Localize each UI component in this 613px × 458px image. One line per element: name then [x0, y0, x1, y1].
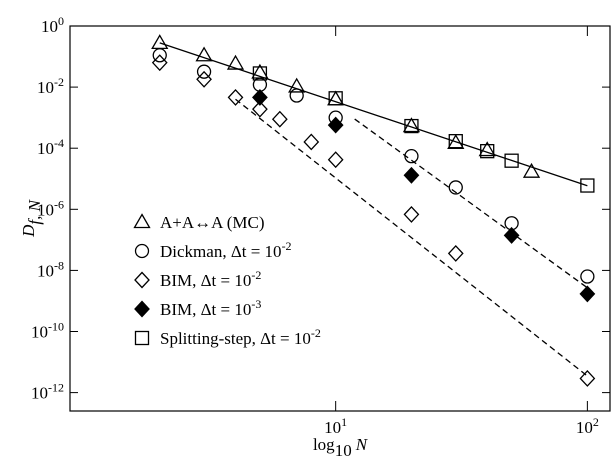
data-point	[580, 178, 595, 193]
y-tick-label: 10-10	[31, 320, 64, 342]
data-point	[580, 269, 595, 284]
data-point	[480, 144, 495, 159]
legend-label: Splitting-step, Δt = 10-2	[160, 326, 321, 348]
y-axis-label: Df, N	[19, 198, 44, 238]
data-point	[503, 226, 520, 244]
data-point	[328, 91, 343, 106]
data-point	[447, 244, 464, 262]
data-point	[252, 66, 268, 81]
data-point	[579, 370, 596, 387]
data-point	[271, 110, 288, 128]
data-point	[227, 88, 244, 106]
data-point	[151, 34, 169, 50]
legend-marker	[134, 271, 150, 289]
data-point	[448, 134, 463, 149]
y-tick-label: 10-12	[31, 381, 64, 403]
y-axis-label-part: D	[19, 224, 38, 238]
legend-label: BIM, Δt = 10-2	[160, 268, 261, 290]
y-tick-label: 10-2	[37, 75, 64, 97]
data-point	[403, 166, 420, 184]
data-point	[448, 180, 463, 195]
y-tick-label: 10-4	[37, 136, 64, 158]
y-tick-label: 10-8	[37, 258, 64, 280]
data-point	[404, 118, 419, 134]
data-point	[196, 64, 212, 79]
fit-line	[159, 42, 588, 187]
data-point	[402, 117, 421, 133]
data-point	[151, 54, 168, 72]
data-point	[303, 133, 320, 151]
x-tick-label: 102	[576, 415, 599, 437]
x-tick-label: 101	[324, 415, 347, 437]
data-point	[403, 205, 420, 223]
data-point	[327, 151, 344, 169]
x-axis-label-part: 10	[335, 441, 352, 458]
legend-marker	[134, 300, 150, 318]
data-point	[252, 100, 268, 118]
data-point	[447, 134, 465, 149]
x-axis-label-part: log	[313, 435, 335, 454]
data-point	[226, 54, 245, 70]
data-point	[327, 116, 344, 134]
legend-label: BIM, Δt = 10-3	[160, 297, 261, 319]
y-tick-label: 100	[41, 14, 64, 36]
data-point	[504, 153, 519, 168]
data-point	[478, 141, 496, 157]
fit-line	[235, 98, 588, 377]
x-axis-label-part: N	[355, 435, 369, 454]
data-point	[579, 285, 596, 303]
fit-line	[354, 118, 588, 289]
legend-marker	[134, 330, 150, 346]
data-point	[404, 148, 419, 164]
legend-label: A+A↔A (MC)	[160, 213, 265, 232]
y-axis-label-part: f, N	[25, 198, 44, 224]
data-point	[522, 162, 541, 178]
data-point	[289, 88, 304, 103]
data-point	[196, 70, 212, 88]
legend-label: Dickman, Δt = 10-2	[160, 239, 292, 261]
legend-marker	[134, 243, 150, 259]
data-point	[252, 88, 268, 106]
data-point	[288, 77, 306, 93]
data-point	[152, 48, 167, 63]
legend-marker	[133, 213, 151, 229]
y-tick-label: 10-6	[37, 197, 64, 219]
data-point	[195, 46, 213, 62]
plot-frame	[69, 25, 611, 412]
x-axis-label: log10 N	[313, 435, 369, 458]
